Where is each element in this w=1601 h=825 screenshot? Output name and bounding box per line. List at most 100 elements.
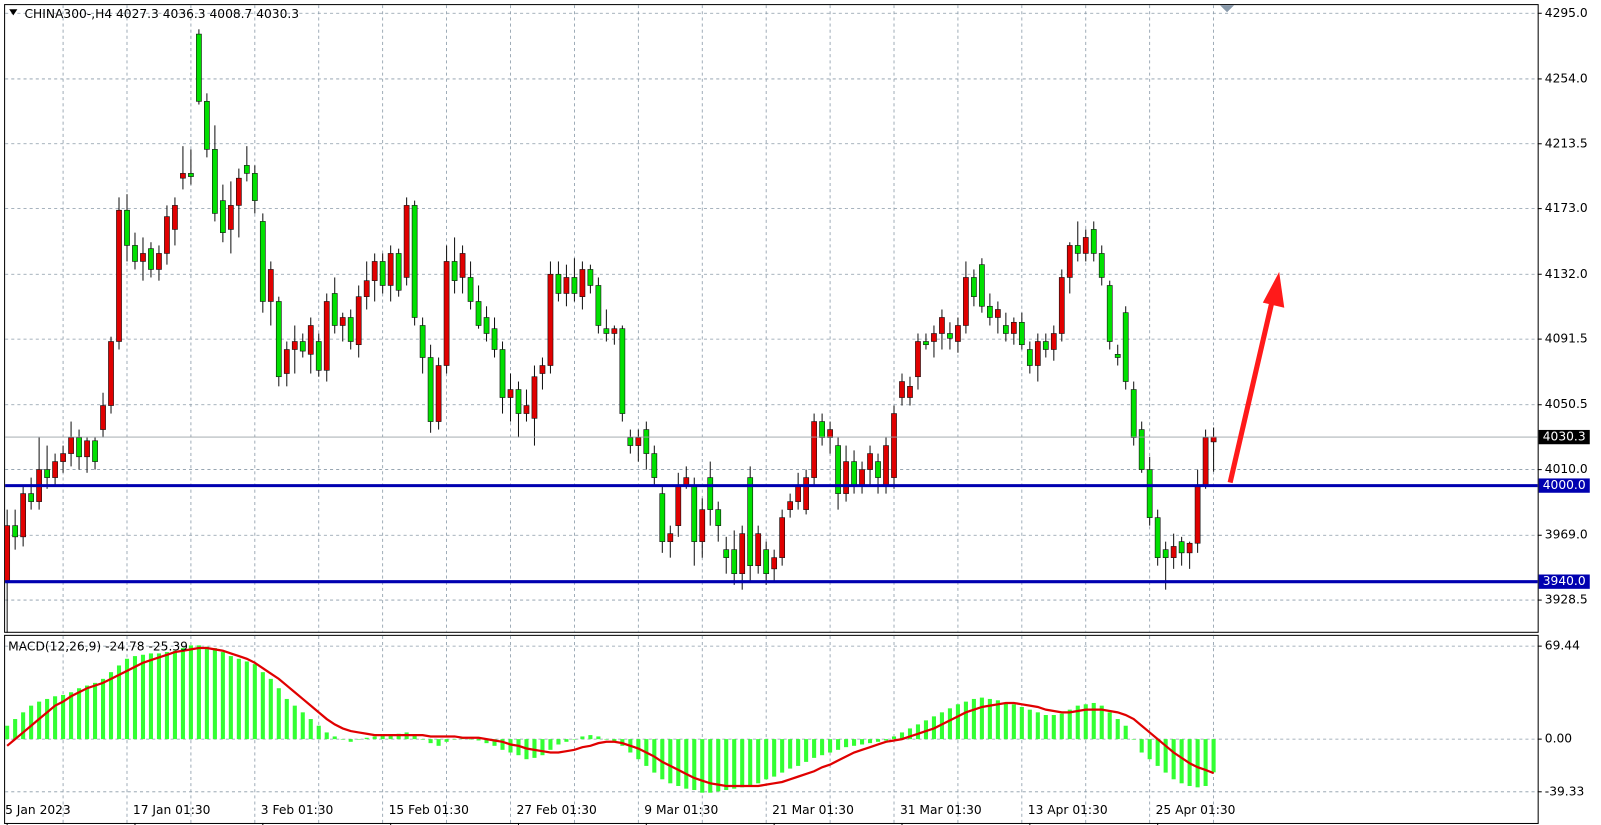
symbol-menu-arrow[interactable] — [9, 9, 18, 16]
candle-body — [60, 453, 66, 462]
arrow-head — [1262, 271, 1285, 308]
candle-body — [851, 461, 857, 486]
candle-body — [108, 341, 114, 406]
signal-line — [6, 646, 1215, 788]
candle-body — [1114, 354, 1121, 358]
macd-bar — [348, 739, 353, 742]
macd-bar — [412, 735, 417, 740]
macd-bar — [1027, 709, 1032, 740]
candle-body — [1098, 253, 1105, 278]
macd-bar — [260, 672, 265, 740]
candle-body — [515, 389, 522, 414]
macd-bar — [396, 733, 401, 740]
candle-body — [92, 440, 98, 462]
candle-body — [931, 333, 937, 342]
candle-body — [1130, 389, 1137, 438]
x-tick-label: 13 Apr 01:30 — [1028, 803, 1108, 817]
macd-bar — [732, 739, 737, 789]
candle-body — [619, 328, 626, 414]
macd-bar — [532, 739, 537, 758]
candle-body — [251, 173, 258, 201]
candle-body — [979, 264, 985, 307]
macd-bar — [61, 694, 66, 740]
macd-bar — [788, 739, 793, 769]
macd-bar — [1067, 709, 1072, 740]
macd-bar — [484, 739, 489, 744]
macd-bar — [292, 705, 297, 740]
candle-body — [579, 269, 586, 297]
candle-body — [363, 280, 370, 297]
macd-bar — [708, 739, 713, 793]
macd-bar — [660, 739, 665, 780]
candle-body — [955, 325, 961, 342]
macd-bar — [236, 658, 241, 740]
candle-body — [491, 328, 498, 350]
macd-bar — [69, 692, 74, 740]
candle-body — [1018, 321, 1025, 346]
candle-body — [275, 301, 282, 378]
macd-bar — [1011, 704, 1016, 740]
y-tick-label: 4254.0 — [1545, 71, 1588, 85]
macd-bar — [947, 708, 952, 740]
macd-bar — [596, 736, 601, 740]
candle-body — [76, 437, 82, 458]
macd-bar — [140, 654, 146, 740]
candle-body — [1170, 546, 1177, 558]
macd-bar — [5, 725, 10, 740]
candle-body — [1003, 325, 1009, 334]
candle-body — [1058, 277, 1065, 334]
macd-bar — [1107, 712, 1112, 740]
candle-body — [603, 328, 610, 334]
candle-body — [299, 341, 306, 352]
macd-bar — [45, 698, 50, 740]
candle-body — [124, 209, 130, 246]
macd-bar — [204, 646, 209, 740]
macd-bar — [340, 739, 345, 740]
macd-bar — [923, 720, 929, 740]
macd-bar — [100, 678, 106, 740]
annotation-arrow — [1227, 271, 1285, 484]
candle-body — [1210, 436, 1217, 443]
macd-bar — [452, 739, 457, 740]
macd-bar — [1203, 739, 1208, 786]
macd-bar — [796, 739, 801, 766]
candle-body — [723, 549, 730, 558]
candle-body — [1194, 485, 1201, 544]
macd-bar — [172, 650, 177, 740]
candle-body — [507, 389, 514, 398]
macd-bar — [188, 645, 193, 740]
macd-bar — [612, 739, 617, 742]
macd-bar — [164, 652, 169, 740]
candle-body — [1162, 549, 1169, 558]
candle-body — [44, 469, 50, 478]
macd-bar — [588, 735, 593, 740]
macd-bar — [85, 685, 90, 740]
candle-body — [1010, 321, 1017, 334]
candle-body — [4, 525, 11, 582]
macd-bar — [756, 739, 761, 784]
x-tick-label: 31 Mar 01:30 — [900, 803, 982, 817]
y-tick-label: 4010.0 — [1545, 462, 1588, 476]
macd-bar — [29, 705, 34, 740]
macd-bar — [564, 739, 569, 742]
candle-body — [883, 445, 889, 486]
y-tick-label: 4050.5 — [1545, 397, 1588, 411]
candle-body — [28, 493, 34, 502]
candle-body — [827, 429, 833, 438]
candle-body — [891, 413, 897, 478]
candle-body — [811, 421, 817, 478]
level-label: 4000.0 — [1543, 478, 1586, 492]
macd-bar — [804, 739, 809, 762]
candle-body — [387, 253, 394, 286]
candle-body — [1074, 245, 1081, 254]
grid-layer — [5, 5, 1538, 823]
candle-body — [907, 386, 913, 398]
candle-body — [547, 273, 554, 366]
candle-body — [499, 349, 506, 398]
macd-bar — [244, 661, 249, 740]
candle-body — [1146, 469, 1153, 518]
candle-body — [1178, 541, 1185, 554]
y-tick-label: -39.33 — [1545, 784, 1584, 798]
candle-body — [12, 525, 19, 538]
candle-body — [571, 277, 578, 294]
